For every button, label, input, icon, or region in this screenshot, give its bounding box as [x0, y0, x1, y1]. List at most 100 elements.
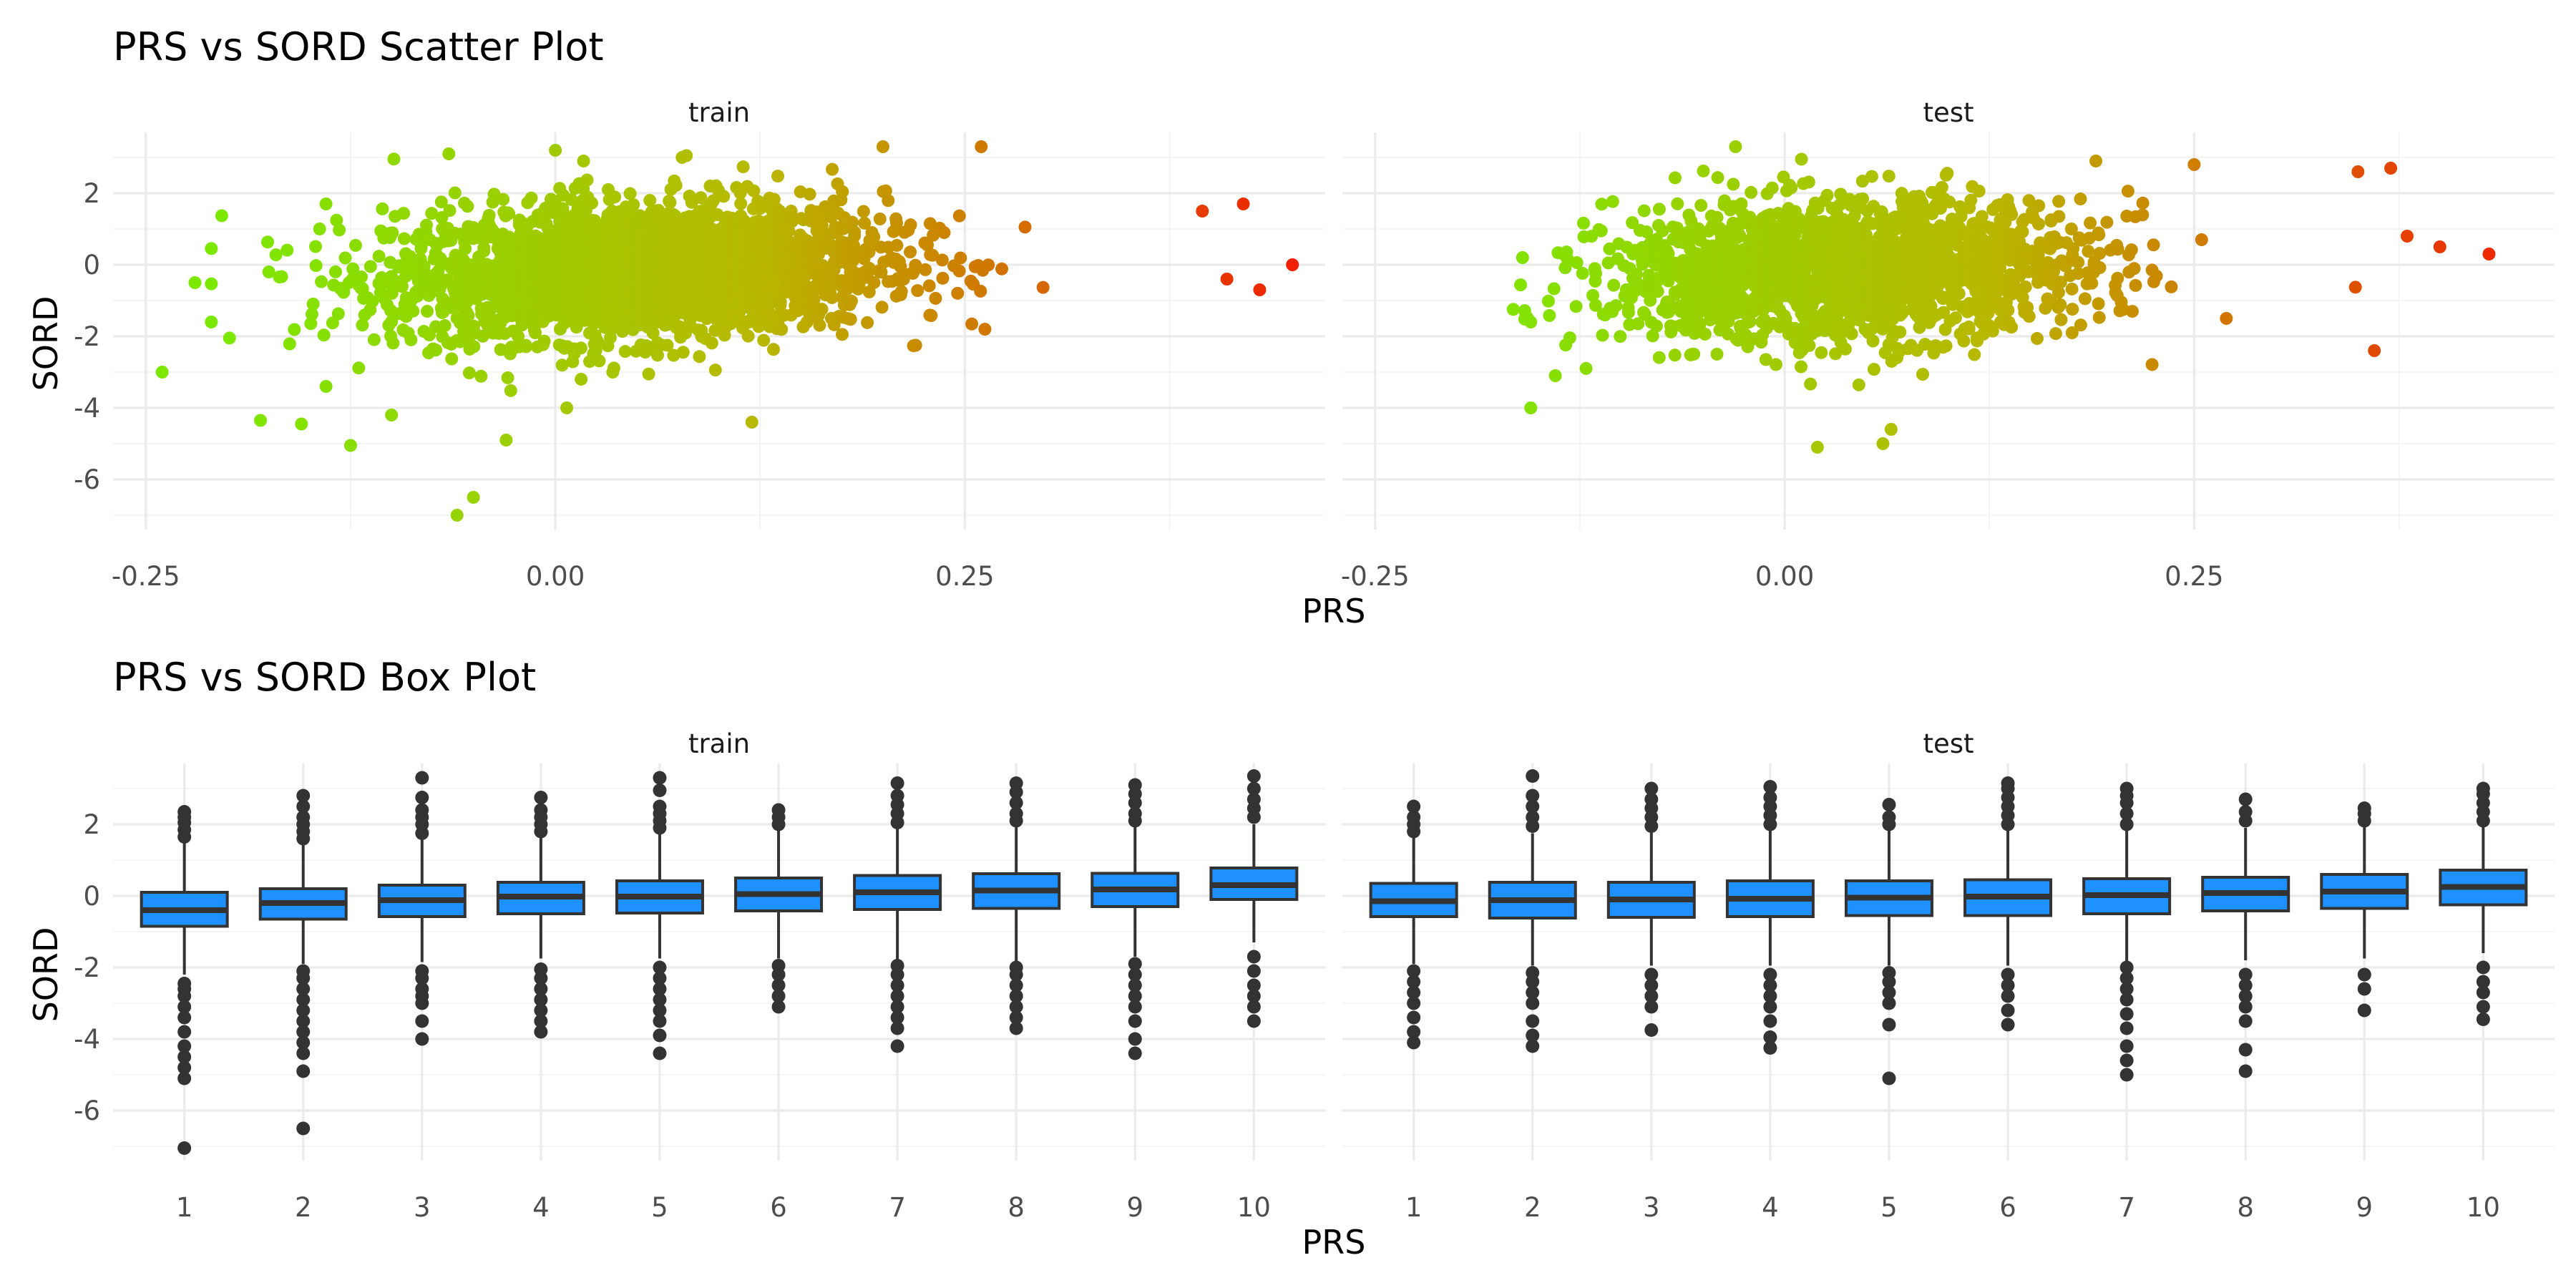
scatter-point [618, 345, 632, 358]
scatter-point [873, 212, 887, 225]
scatter-point [2111, 243, 2124, 256]
scatter-point [965, 317, 979, 331]
box-outlier-point [1763, 780, 1777, 794]
scatter-point [1694, 199, 1708, 213]
box-x-tick-label: 4 [532, 1192, 550, 1223]
scatter-point [315, 275, 328, 288]
scatter-point [1547, 282, 1561, 296]
box-x-tick-label: 2 [1524, 1192, 1541, 1223]
box-x-tick-label: 8 [2237, 1192, 2254, 1223]
scatter-point [2074, 192, 2087, 206]
scatter-point [1652, 351, 1666, 364]
box-x-tick-label: 5 [651, 1192, 668, 1223]
scatter-point [406, 304, 420, 318]
scatter-point [525, 191, 538, 205]
scatter-point [844, 313, 857, 326]
box-outlier-point [1009, 776, 1023, 790]
scatter-point [2124, 243, 2138, 257]
box-outlier-point [2357, 801, 2371, 815]
scatter-point [331, 307, 345, 321]
scatter-point [1036, 280, 1050, 294]
box-outlier-point [1644, 781, 1659, 796]
box-outlier-point [653, 771, 667, 785]
box-outlier-point [653, 1028, 667, 1043]
scatter-point [929, 291, 942, 305]
box-outlier-point [415, 791, 429, 804]
box-outlier-point [1128, 957, 1142, 971]
scatter-point [537, 334, 551, 348]
scatter-outlier-point [319, 380, 333, 393]
scatter-point [2147, 238, 2160, 252]
box-outlier-point [1407, 964, 1421, 978]
scatter-point [2082, 245, 2095, 258]
scatter-point [417, 260, 431, 273]
scatter-point [623, 187, 637, 200]
scatter-point [346, 262, 360, 275]
scatter-point [919, 263, 932, 276]
box-outlier-point [534, 962, 548, 976]
box-x-tick-label: 2 [295, 1192, 312, 1223]
scatter-point [461, 200, 474, 213]
box-outlier-point [177, 1141, 192, 1155]
scatter-y-tick-label: -4 [74, 393, 100, 424]
scatter-point [2165, 280, 2178, 293]
box-outlier-point [177, 1025, 192, 1039]
box-x-tick-label: 10 [1237, 1192, 1271, 1223]
scatter-point [2001, 303, 2015, 317]
scatter-point [501, 371, 514, 384]
scatter-outlier-point [745, 416, 758, 429]
scatter-point [978, 323, 992, 336]
box-outlier-point [2001, 1018, 2015, 1032]
box-outlier-point [890, 776, 904, 790]
scatter-point [995, 262, 1009, 275]
scatter-point [844, 294, 858, 308]
box-outlier-point [534, 803, 548, 817]
scatter-point [482, 208, 496, 222]
scatter-outlier-point [680, 149, 693, 162]
box-outlier-point [2476, 960, 2490, 975]
scatter-point [937, 226, 951, 240]
scatter-point [1769, 358, 1782, 371]
box-outlier-point [177, 1039, 192, 1053]
scatter-point [951, 286, 965, 300]
scatter-outlier-point [205, 316, 218, 328]
scatter-point [1865, 170, 1878, 183]
scatter-point [261, 235, 275, 249]
scatter-point [607, 361, 620, 375]
scatter-outlier-point [1253, 283, 1267, 296]
box-outlier-point [2238, 967, 2253, 982]
scatter-point [693, 350, 706, 364]
scatter-x-axis-title: PRS [1302, 592, 1366, 630]
scatter-point [1939, 339, 1953, 353]
scatter-outlier-point [1884, 423, 1898, 436]
scatter-point [313, 222, 326, 235]
scatter-point [1650, 319, 1664, 333]
box-x-tick-label: 9 [1127, 1192, 1144, 1223]
box-outlier-point [1526, 769, 1540, 783]
scatter-point [1637, 204, 1651, 218]
scatter-point [367, 333, 381, 346]
scatter-point [1541, 294, 1555, 308]
scatter-point [385, 315, 399, 328]
scatter-point [857, 205, 870, 218]
scatter-point [497, 192, 510, 206]
box-outlier-point [415, 771, 429, 785]
scatter-point [1668, 348, 1682, 362]
scatter-point [1514, 278, 1528, 292]
scatter-point [2022, 310, 2036, 323]
scatter-outlier-point [975, 140, 988, 153]
scatter-point [467, 340, 481, 353]
scatter-point [1569, 300, 1583, 313]
scatter-outlier-point [549, 144, 562, 157]
box-y-tick-label: -2 [74, 952, 100, 983]
box-x-tick-label: 1 [176, 1192, 193, 1223]
scatter-y-tick-label: -2 [74, 321, 100, 352]
scatter-outlier-point [1516, 251, 1529, 264]
scatter-point [2085, 276, 2099, 290]
scatter-point [474, 369, 488, 383]
scatter-point [283, 337, 296, 351]
scatter-point [1815, 346, 1828, 359]
scatter-point [280, 243, 294, 257]
box-outlier-point [2476, 1000, 2490, 1014]
scatter-outlier-point [1220, 273, 1234, 286]
